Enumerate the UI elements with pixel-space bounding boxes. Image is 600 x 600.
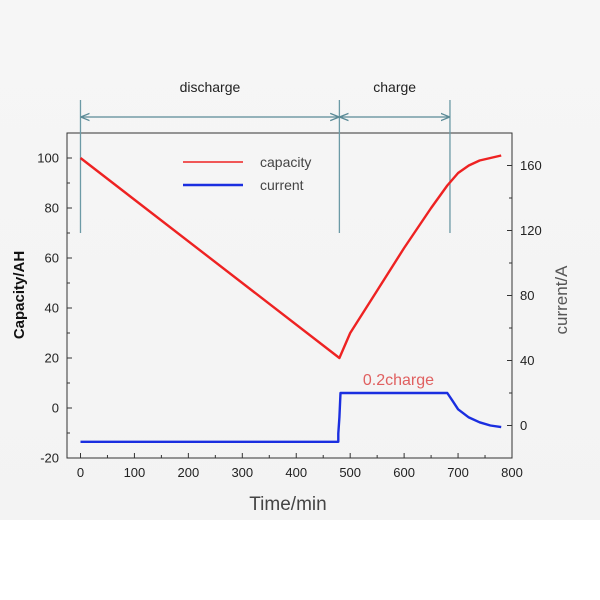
- y-right-tick-label: 40: [520, 353, 534, 368]
- dual-axis-line-chart: 0 100 200 300 400 500 600 700 800 -2002040608010…: [11, 79, 571, 515]
- x-tick-label: 600: [393, 465, 415, 480]
- y-right-tick-label: 0: [520, 418, 527, 433]
- x-tick-label: 800: [501, 465, 523, 480]
- y-left-tick-label: 40: [45, 301, 59, 316]
- series-line-capacity: [79, 154, 502, 360]
- y-left-tick-label: 60: [45, 251, 59, 266]
- x-tick-label: 500: [339, 465, 361, 480]
- x-tick-label: 200: [178, 465, 200, 480]
- x-tick-label: 100: [124, 465, 146, 480]
- y-right-tick-label: 120: [520, 223, 542, 238]
- x-tick-label: 400: [285, 465, 307, 480]
- x-axis-title: Time/min: [249, 494, 326, 515]
- x-tick-label: 0: [77, 465, 84, 480]
- phase-label-charge: charge: [373, 79, 416, 95]
- y-left-tick-label: 80: [45, 201, 59, 216]
- y-axis-left-title: Capacity/AH: [11, 251, 28, 339]
- y-left-tick-label: -20: [40, 451, 59, 466]
- y-right-tick-label: 160: [520, 158, 542, 173]
- y-right-tick-label: 80: [520, 288, 534, 303]
- y-axis-right-title: current/A: [552, 265, 571, 335]
- chart-stage: 0 100 200 300 400 500 600 700 800 -20 0 20 40 60 80 10…: [0, 0, 600, 520]
- x-tick-label: 700: [447, 465, 469, 480]
- y-left-tick-label: 20: [45, 351, 59, 366]
- phase-label-discharge: discharge: [180, 79, 241, 95]
- legend-label-current: current: [260, 177, 304, 193]
- y-left-tick-label: 0: [52, 401, 59, 416]
- y-left-tick-label: 100: [37, 151, 59, 166]
- x-tick-label: 300: [231, 465, 253, 480]
- legend-label-capacity: capacity: [260, 154, 311, 170]
- series-line-current: [80, 391, 502, 443]
- annotation-0-2charge: 0.2charge: [363, 372, 434, 389]
